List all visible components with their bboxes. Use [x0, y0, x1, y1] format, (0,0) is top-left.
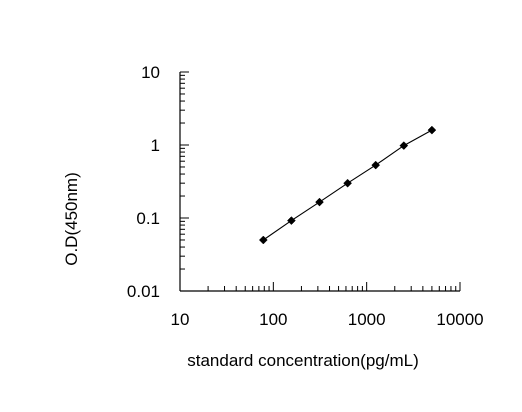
y-tick-label: 0.01	[127, 282, 160, 301]
axes	[179, 72, 460, 292]
data-point-marker	[343, 178, 352, 188]
axis-ticks	[179, 71, 461, 292]
data-point-marker	[371, 160, 381, 170]
y-tick-label: 10	[141, 63, 160, 82]
tick-labels: 10 100 1000 10000 0.01 0.1 1 10	[127, 63, 484, 329]
data-point-marker	[258, 235, 268, 245]
data-point-marker	[315, 197, 324, 207]
y-tick-label: 0.1	[136, 209, 160, 228]
x-axis-title: standard concentration(pg/mL)	[187, 351, 419, 370]
x-tick-label: 100	[259, 310, 287, 329]
data-point-marker	[287, 216, 296, 225]
data-series	[258, 125, 437, 245]
x-tick-label: 10	[171, 310, 190, 329]
y-tick-label: 1	[151, 136, 160, 155]
x-tick-label: 10000	[436, 310, 483, 329]
y-axis-title: O.D(450nm)	[62, 172, 81, 266]
data-point-marker	[427, 125, 437, 135]
data-point-marker	[399, 141, 409, 150]
x-tick-label: 1000	[348, 310, 386, 329]
